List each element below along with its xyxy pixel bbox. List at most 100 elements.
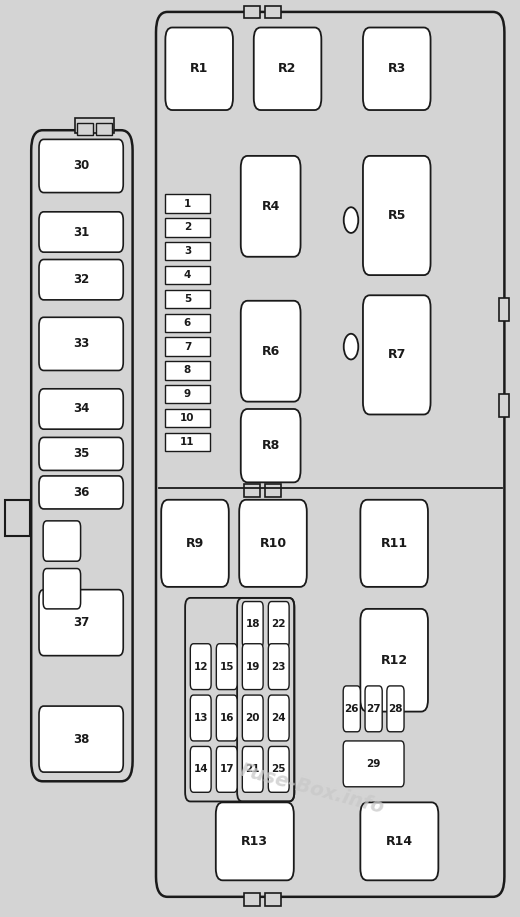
Text: 9: 9 xyxy=(184,390,191,399)
FancyBboxPatch shape xyxy=(360,609,428,712)
FancyBboxPatch shape xyxy=(39,706,123,772)
FancyBboxPatch shape xyxy=(363,295,431,414)
FancyBboxPatch shape xyxy=(39,139,123,193)
FancyBboxPatch shape xyxy=(39,437,123,470)
FancyBboxPatch shape xyxy=(268,602,289,647)
FancyBboxPatch shape xyxy=(216,746,237,792)
FancyBboxPatch shape xyxy=(39,260,123,300)
Bar xyxy=(165,385,210,403)
FancyBboxPatch shape xyxy=(343,741,404,787)
Text: 38: 38 xyxy=(73,733,89,746)
Text: 33: 33 xyxy=(73,337,89,350)
FancyBboxPatch shape xyxy=(268,695,289,741)
FancyBboxPatch shape xyxy=(39,212,123,252)
Bar xyxy=(244,6,260,18)
Circle shape xyxy=(344,207,358,233)
Text: Fuse-Box.info: Fuse-Box.info xyxy=(238,760,386,817)
Text: R9: R9 xyxy=(186,536,204,550)
FancyBboxPatch shape xyxy=(241,156,301,257)
FancyBboxPatch shape xyxy=(216,802,294,880)
FancyBboxPatch shape xyxy=(190,644,211,690)
Bar xyxy=(165,242,210,260)
Text: 30: 30 xyxy=(73,160,89,172)
Bar xyxy=(165,314,210,332)
Text: 5: 5 xyxy=(184,294,191,304)
FancyBboxPatch shape xyxy=(360,802,438,880)
FancyBboxPatch shape xyxy=(343,686,360,732)
Text: 14: 14 xyxy=(193,765,208,774)
Text: 25: 25 xyxy=(271,765,286,774)
Text: 26: 26 xyxy=(345,704,359,713)
Text: 21: 21 xyxy=(245,765,260,774)
FancyBboxPatch shape xyxy=(39,317,123,370)
Bar xyxy=(165,266,210,284)
FancyBboxPatch shape xyxy=(216,644,237,690)
Text: R5: R5 xyxy=(387,209,406,222)
Bar xyxy=(499,298,509,321)
FancyBboxPatch shape xyxy=(239,500,307,587)
Text: 19: 19 xyxy=(245,662,260,671)
Text: 2: 2 xyxy=(184,223,191,232)
Text: 32: 32 xyxy=(73,273,89,286)
Text: 7: 7 xyxy=(184,342,191,351)
Text: 24: 24 xyxy=(271,713,286,723)
FancyBboxPatch shape xyxy=(43,569,81,609)
Bar xyxy=(499,394,509,417)
FancyBboxPatch shape xyxy=(363,28,431,110)
Text: 34: 34 xyxy=(73,403,89,415)
Text: R7: R7 xyxy=(387,348,406,361)
FancyBboxPatch shape xyxy=(242,746,263,792)
Text: R1: R1 xyxy=(190,62,209,75)
FancyBboxPatch shape xyxy=(165,28,233,110)
Bar xyxy=(77,123,93,135)
FancyBboxPatch shape xyxy=(387,686,404,732)
Text: 16: 16 xyxy=(219,713,234,723)
Bar xyxy=(5,500,30,536)
FancyBboxPatch shape xyxy=(216,695,237,741)
FancyBboxPatch shape xyxy=(268,644,289,690)
Text: R4: R4 xyxy=(262,200,280,213)
FancyBboxPatch shape xyxy=(363,156,431,275)
Text: 15: 15 xyxy=(219,662,234,671)
Text: 31: 31 xyxy=(73,226,89,238)
Text: 35: 35 xyxy=(73,447,89,460)
Text: 3: 3 xyxy=(184,247,191,256)
FancyBboxPatch shape xyxy=(190,746,211,792)
FancyBboxPatch shape xyxy=(360,500,428,587)
Text: R3: R3 xyxy=(387,62,406,75)
Text: R13: R13 xyxy=(241,834,268,848)
FancyBboxPatch shape xyxy=(39,590,123,656)
Text: 6: 6 xyxy=(184,318,191,327)
Bar xyxy=(165,218,210,237)
FancyBboxPatch shape xyxy=(268,746,289,792)
FancyBboxPatch shape xyxy=(156,12,504,897)
FancyBboxPatch shape xyxy=(161,500,229,587)
FancyBboxPatch shape xyxy=(241,409,301,482)
Bar xyxy=(165,433,210,451)
Bar xyxy=(96,123,112,135)
Text: R8: R8 xyxy=(262,439,280,452)
Text: R10: R10 xyxy=(259,536,287,550)
FancyBboxPatch shape xyxy=(242,695,263,741)
Bar xyxy=(165,290,210,308)
Text: 18: 18 xyxy=(245,620,260,629)
Bar xyxy=(165,361,210,380)
Text: 22: 22 xyxy=(271,620,286,629)
Text: 23: 23 xyxy=(271,662,286,671)
Bar xyxy=(244,893,260,906)
Text: R12: R12 xyxy=(381,654,408,667)
FancyBboxPatch shape xyxy=(190,695,211,741)
Text: R14: R14 xyxy=(386,834,413,848)
Bar xyxy=(165,409,210,427)
Text: 10: 10 xyxy=(180,414,194,423)
FancyBboxPatch shape xyxy=(241,301,301,402)
FancyBboxPatch shape xyxy=(365,686,382,732)
Bar xyxy=(265,484,281,497)
Text: R6: R6 xyxy=(262,345,280,358)
Text: 12: 12 xyxy=(193,662,208,671)
Text: 11: 11 xyxy=(180,437,194,447)
Text: 20: 20 xyxy=(245,713,260,723)
Bar xyxy=(265,6,281,18)
Text: 27: 27 xyxy=(366,704,381,713)
FancyBboxPatch shape xyxy=(43,521,81,561)
